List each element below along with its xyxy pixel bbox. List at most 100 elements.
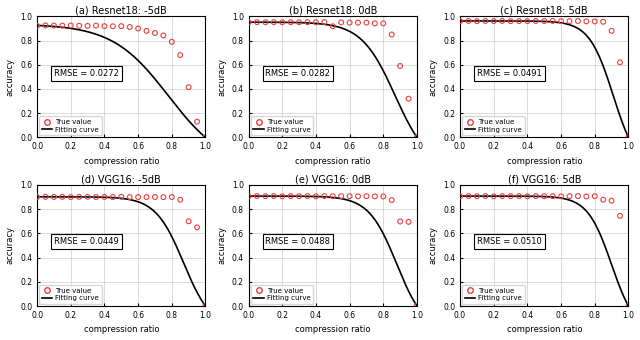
Point <box>623 303 634 308</box>
Point <box>99 23 109 29</box>
Point <box>285 193 296 199</box>
Point <box>362 193 372 199</box>
Point <box>564 193 575 199</box>
Point <box>133 194 143 200</box>
Point <box>548 18 558 24</box>
Point <box>99 194 109 200</box>
Point <box>589 19 600 24</box>
Y-axis label: accuracy: accuracy <box>6 58 15 96</box>
Point <box>260 193 271 199</box>
Point <box>455 193 465 199</box>
X-axis label: compression ratio: compression ratio <box>506 325 582 335</box>
Point <box>57 23 67 28</box>
Point <box>125 194 135 200</box>
Point <box>472 18 482 24</box>
Point <box>344 20 355 26</box>
Point <box>277 19 287 25</box>
Point <box>506 18 516 24</box>
Point <box>200 134 211 140</box>
Point <box>387 32 397 37</box>
Point <box>192 119 202 124</box>
Point <box>387 197 397 203</box>
Point <box>311 19 321 25</box>
Point <box>269 193 279 199</box>
Point <box>539 18 549 24</box>
Text: RMSE = 0.0282: RMSE = 0.0282 <box>266 69 330 78</box>
X-axis label: compression ratio: compression ratio <box>84 325 159 335</box>
Point <box>252 19 262 25</box>
Point <box>319 193 330 199</box>
Point <box>302 19 312 25</box>
Title: (c) Resnet18: 5dB: (c) Resnet18: 5dB <box>500 5 588 16</box>
Point <box>294 193 304 199</box>
Point <box>243 194 253 199</box>
Point <box>108 23 118 29</box>
Point <box>260 19 271 25</box>
Point <box>133 26 143 31</box>
Point <box>175 197 186 202</box>
Point <box>488 18 499 24</box>
Point <box>539 193 549 199</box>
Y-axis label: accuracy: accuracy <box>429 226 438 265</box>
Title: (e) VGG16: 0dB: (e) VGG16: 0dB <box>295 174 371 184</box>
Point <box>573 193 583 199</box>
Point <box>66 194 76 200</box>
Point <box>497 18 508 24</box>
Point <box>497 193 508 199</box>
Point <box>311 193 321 199</box>
Point <box>74 23 84 29</box>
Legend: True value, Fitting curve: True value, Fitting curve <box>462 116 525 135</box>
Point <box>488 193 499 199</box>
Point <box>166 194 177 200</box>
Point <box>57 194 67 200</box>
Point <box>564 18 575 24</box>
Y-axis label: accuracy: accuracy <box>429 58 438 96</box>
Point <box>116 23 127 29</box>
Point <box>623 134 634 140</box>
Point <box>556 193 566 199</box>
Point <box>175 52 186 58</box>
Point <box>378 21 388 26</box>
Point <box>158 33 168 38</box>
Point <box>607 198 617 203</box>
Point <box>184 219 194 224</box>
Point <box>150 30 160 36</box>
Point <box>353 193 363 199</box>
Point <box>615 213 625 219</box>
Title: (b) Resnet18: 0dB: (b) Resnet18: 0dB <box>289 5 377 16</box>
Point <box>91 194 101 200</box>
Legend: True value, Fitting curve: True value, Fitting curve <box>39 116 102 135</box>
Point <box>353 20 363 26</box>
Point <box>91 23 101 28</box>
Y-axis label: accuracy: accuracy <box>6 226 15 265</box>
Point <box>66 23 76 28</box>
Point <box>150 194 160 200</box>
Point <box>83 194 93 200</box>
Point <box>598 197 608 202</box>
Point <box>548 193 558 199</box>
Point <box>522 18 532 24</box>
Point <box>472 193 482 199</box>
Point <box>294 19 304 25</box>
Point <box>573 18 583 24</box>
Point <box>319 19 330 25</box>
Point <box>116 194 127 200</box>
Point <box>607 28 617 34</box>
Point <box>463 193 474 199</box>
Point <box>74 194 84 200</box>
Text: RMSE = 0.0488: RMSE = 0.0488 <box>266 237 330 246</box>
Point <box>463 18 474 24</box>
X-axis label: compression ratio: compression ratio <box>295 157 371 166</box>
Point <box>49 194 59 200</box>
Point <box>344 193 355 199</box>
Point <box>395 63 405 69</box>
Text: RMSE = 0.0510: RMSE = 0.0510 <box>477 237 541 246</box>
Legend: True value, Fitting curve: True value, Fitting curve <box>251 116 313 135</box>
Point <box>192 225 202 230</box>
Point <box>506 193 516 199</box>
Point <box>370 193 380 199</box>
Point <box>166 39 177 45</box>
Point <box>362 20 372 26</box>
Point <box>184 84 194 90</box>
Point <box>243 20 253 25</box>
